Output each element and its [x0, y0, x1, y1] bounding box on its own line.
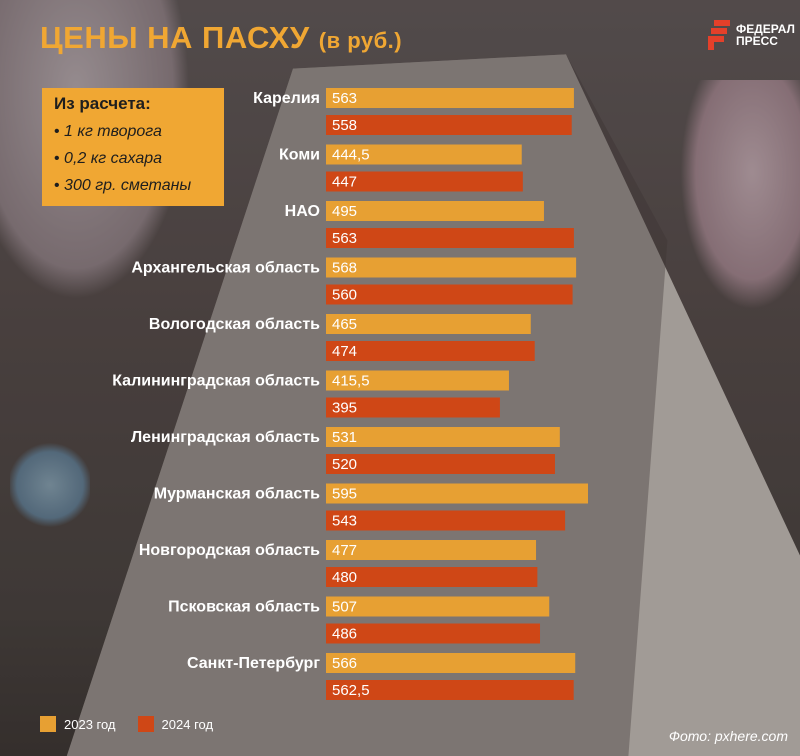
- value-label-2024: 520: [332, 456, 357, 473]
- logo-line-2: ПРЕСС: [736, 34, 778, 48]
- value-label-2024: 395: [332, 400, 357, 417]
- bar-2023: [326, 257, 577, 278]
- bar-2024: [326, 228, 574, 248]
- bar-2024: [326, 397, 500, 418]
- logo-line-1: ФЕДЕРАЛ: [736, 22, 795, 36]
- category-label: Карелия: [253, 90, 320, 107]
- legend-label-2023: 2023 год: [64, 716, 116, 732]
- bar-2024: [326, 680, 574, 700]
- publisher-logo: ФЕДЕРАЛ ПРЕСС: [708, 20, 795, 50]
- bar-2023: [326, 370, 509, 391]
- legend-item-2023: 2023 год: [40, 716, 116, 732]
- value-label-2024: 562,5: [332, 682, 370, 699]
- bar-2024: [326, 171, 523, 192]
- logo-mark-icon: [708, 20, 730, 50]
- bar-2024: [326, 284, 573, 305]
- legend-swatch-2024: [137, 716, 154, 732]
- title-main: ЦЕНЫ НА ПАСХУ: [40, 20, 310, 55]
- chart-legend: 2023 год 2024 год: [40, 716, 235, 732]
- value-label-2023: 415,5: [332, 373, 370, 390]
- value-label-2024: 474: [332, 343, 357, 360]
- value-label-2024: 563: [332, 230, 357, 247]
- bar-2024: [326, 454, 555, 474]
- bar-2024: [326, 567, 538, 587]
- value-label-2023: 531: [332, 429, 357, 446]
- bar-2023: [326, 88, 574, 108]
- value-label-2023: 568: [332, 260, 357, 277]
- bar-2023: [326, 144, 522, 165]
- title-sub: (в руб.): [318, 28, 403, 53]
- category-label: Вологодская область: [149, 316, 320, 333]
- legend-item-2024: 2024 год: [137, 716, 214, 732]
- category-label: НАО: [285, 203, 320, 220]
- bar-2024: [326, 510, 566, 531]
- bar-2024: [326, 623, 541, 644]
- bar-2023: [326, 483, 588, 504]
- value-label-2023: 507: [332, 599, 357, 616]
- value-label-2024: 560: [332, 287, 357, 304]
- value-label-2023: 477: [332, 542, 357, 559]
- bar-2023: [326, 427, 560, 447]
- value-label-2024: 543: [332, 513, 357, 530]
- note-heading: Из расчета:: [54, 94, 151, 113]
- value-label-2024: 558: [332, 117, 357, 134]
- photo-credit: Фото: pxhere.com: [668, 728, 788, 744]
- legend-swatch-2023: [40, 716, 56, 732]
- category-label: Санкт-Петербург: [187, 655, 320, 672]
- category-label: Калининградская область: [112, 373, 320, 390]
- note-item: 0,2 кг сахара: [54, 145, 212, 172]
- note-item: 300 гр. сметаны: [54, 172, 212, 199]
- bar-2023: [326, 653, 576, 673]
- category-label: Мурманская область: [154, 486, 320, 503]
- value-label-2023: 495: [332, 203, 357, 220]
- note-item: 1 кг творога: [54, 118, 212, 145]
- value-label-2023: 563: [332, 90, 357, 107]
- page-title: ЦЕНЫ НА ПАСХУ (в руб.): [40, 20, 402, 56]
- calculation-note: Из расчета: 1 кг творога 0,2 кг сахара 3…: [42, 88, 224, 206]
- category-label: Псковская область: [168, 599, 320, 616]
- value-label-2023: 465: [332, 316, 357, 333]
- category-label: Ленинградская область: [131, 429, 320, 446]
- category-label: Новгородская область: [139, 542, 320, 559]
- bar-2023: [326, 314, 531, 334]
- value-label-2024: 447: [332, 174, 357, 191]
- bar-2023: [326, 540, 537, 560]
- bar-2024: [326, 341, 535, 361]
- value-label-2024: 486: [332, 626, 357, 643]
- bar-2023: [326, 201, 544, 221]
- value-label-2024: 480: [332, 569, 357, 586]
- value-label-2023: 566: [332, 655, 357, 672]
- value-label-2023: 595: [332, 486, 357, 503]
- category-label: Архангельская область: [131, 260, 320, 277]
- bar-2023: [326, 596, 550, 617]
- value-label-2023: 444,5: [332, 147, 370, 164]
- legend-label-2024: 2024 год: [161, 716, 214, 732]
- bar-2024: [326, 115, 572, 135]
- category-label: Коми: [279, 147, 320, 164]
